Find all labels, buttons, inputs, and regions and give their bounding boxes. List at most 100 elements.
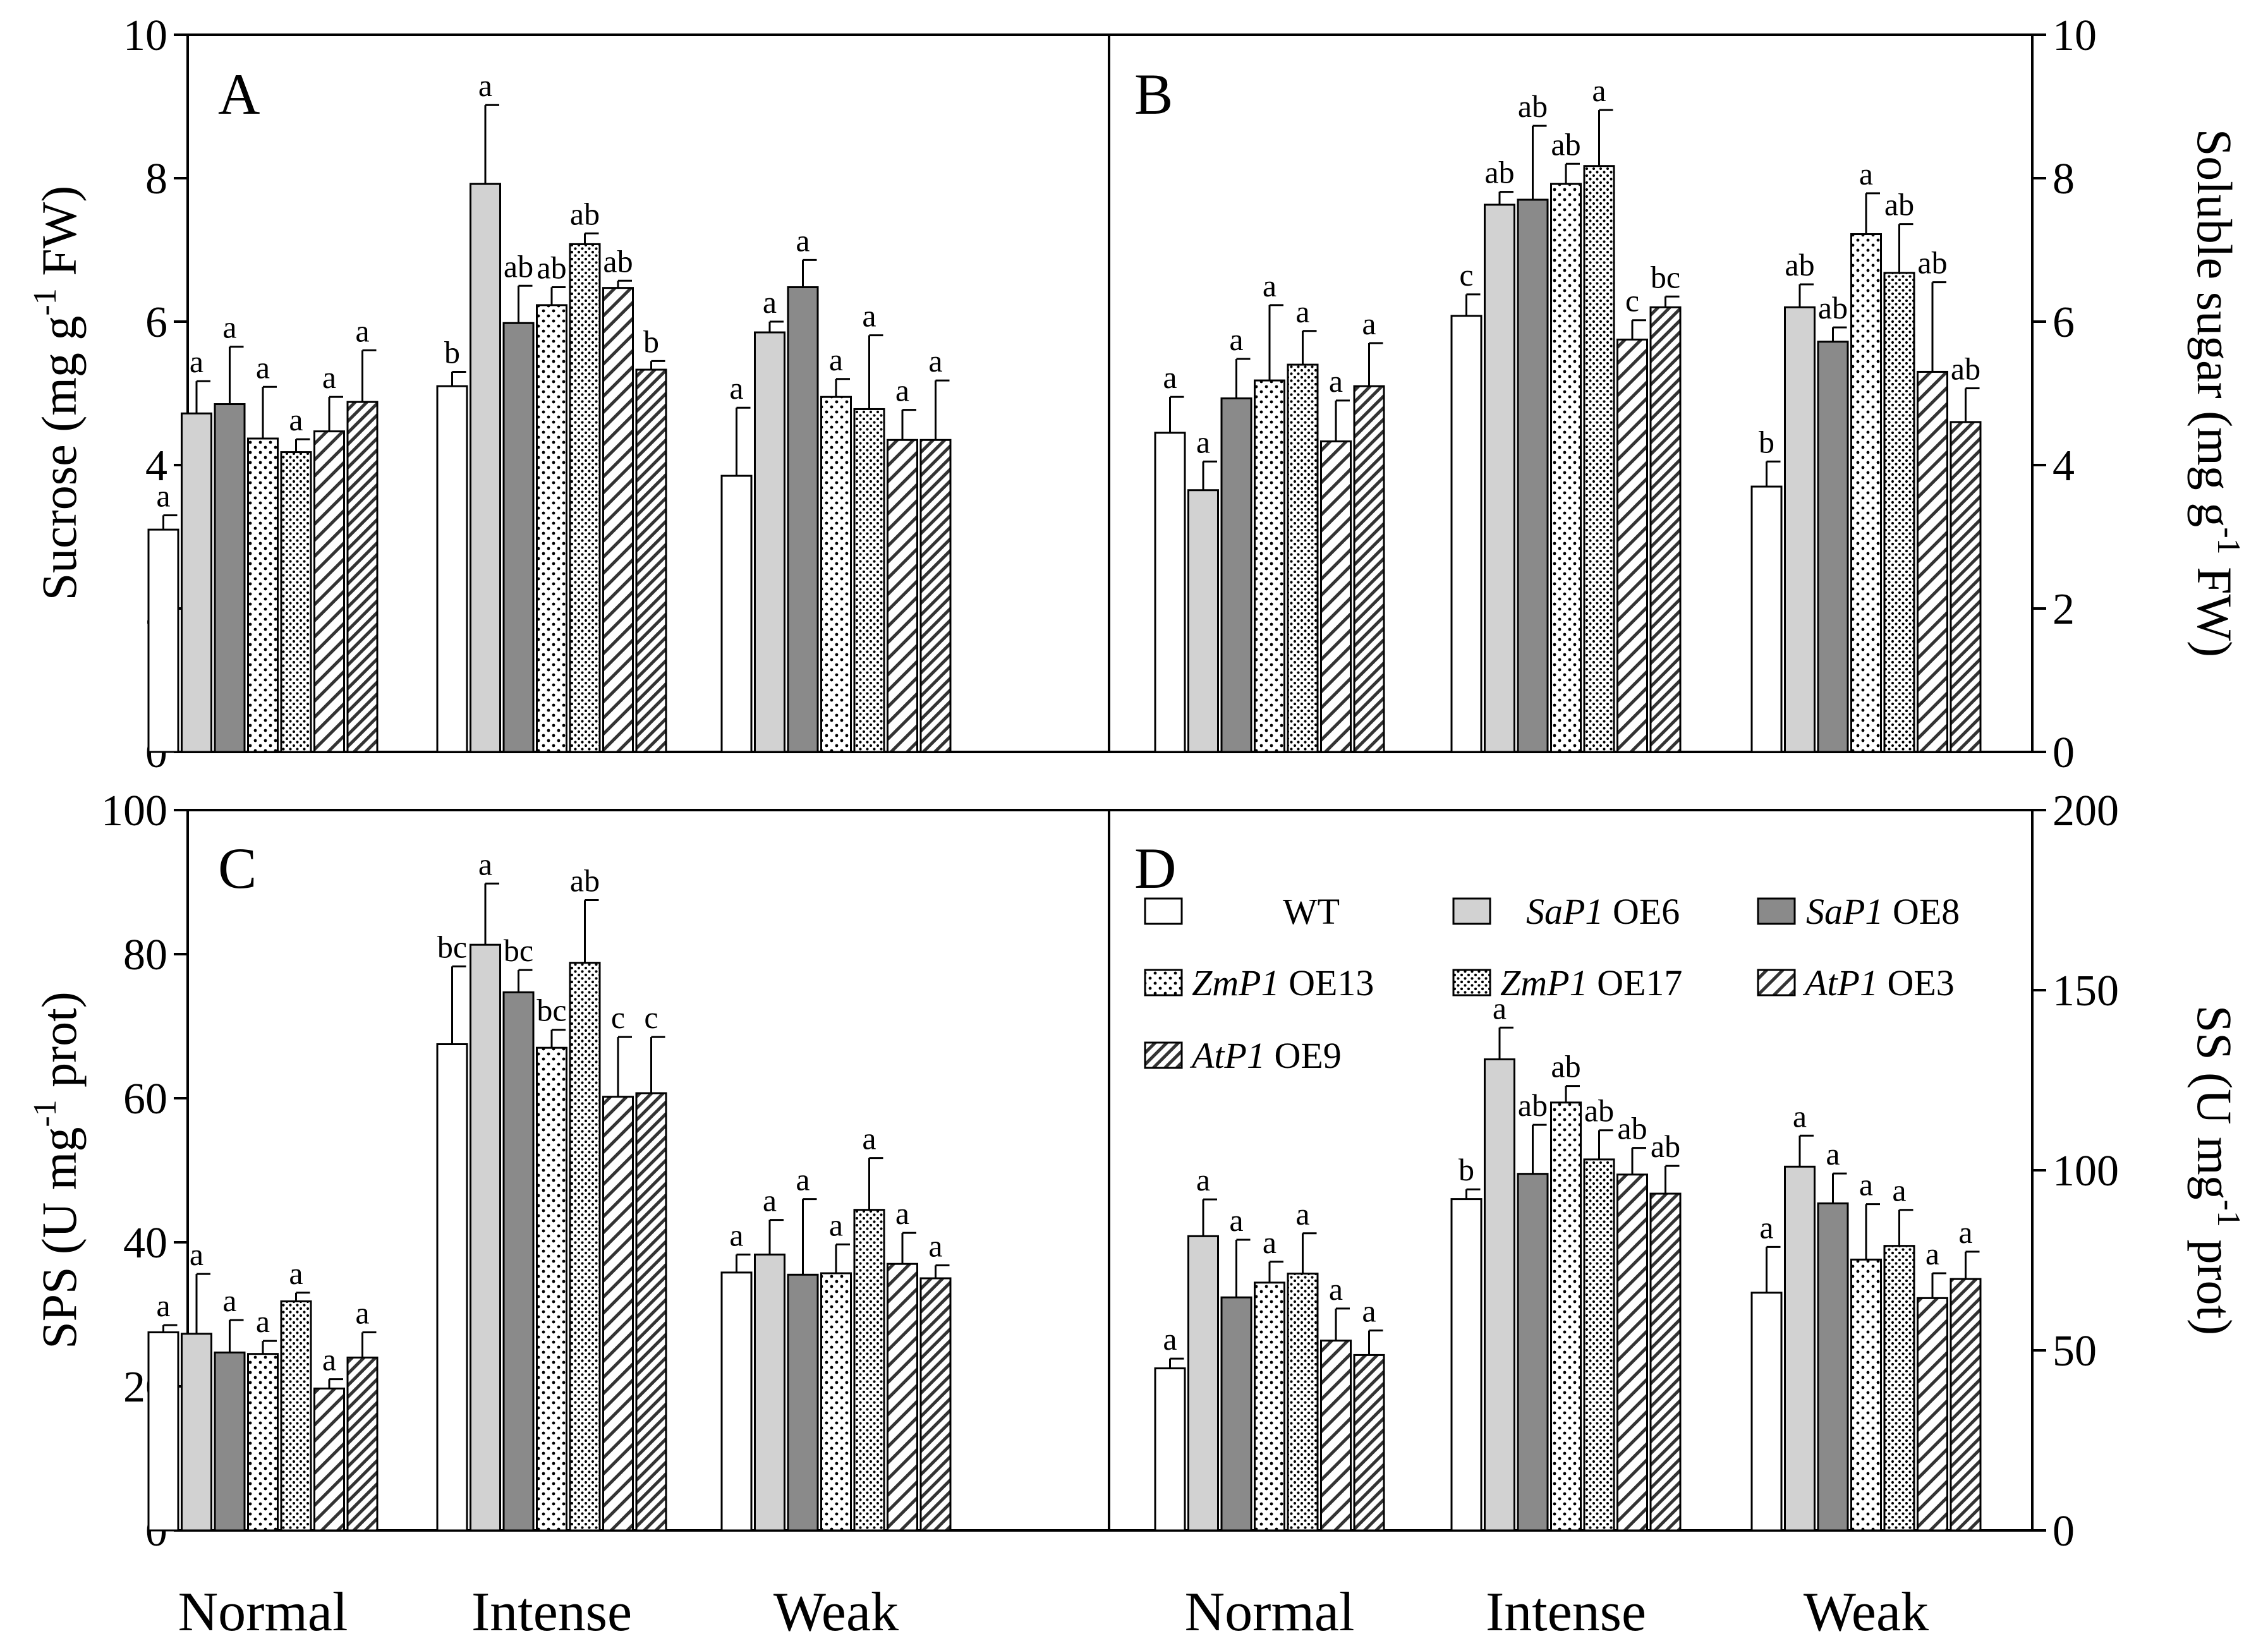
significance-letter: a [190,344,203,379]
significance-letter: ab [1484,155,1514,190]
bar [1550,1101,1582,1532]
bar [1917,370,1948,753]
bar [602,1096,634,1532]
bar [280,451,312,753]
y-tick-label: 200 [2053,787,2119,835]
legend-swatch [1144,897,1183,925]
bar [1917,1297,1948,1532]
significance-letter: a [729,1217,743,1252]
bar [569,243,601,753]
y-tick-label: 0 [2053,729,2075,777]
y-tick-label: 2 [2053,585,2075,634]
bar [602,287,634,753]
bar [502,322,535,753]
significance-letter: a [322,1342,336,1378]
significance-letter: a [796,1162,810,1197]
significance-letter: a [156,478,170,513]
bar [346,1356,379,1532]
legend-swatch [1757,969,1796,996]
significance-letter: a [1362,306,1376,341]
significance-letter: a [829,1207,843,1242]
bar [887,439,918,753]
bar [470,183,501,753]
bar [1616,338,1648,753]
bar [1220,397,1252,753]
bar [1154,432,1186,753]
bar [1883,272,1915,753]
bar [181,412,212,753]
significance-letter: a [1925,1236,1939,1271]
legend-gene: ZmP1 [1500,962,1588,1003]
significance-letter: bc [537,993,566,1028]
significance-letter: a [256,1304,270,1339]
y-axis-title-ss: SS (U mg-1 prot) [2187,1005,2247,1335]
significance-letter: ab [1551,1049,1580,1084]
bar [1353,1353,1385,1532]
significance-letter: a [1163,360,1177,395]
significance-letter: a [729,370,743,406]
y-tick-label: 6 [145,298,167,347]
significance-letter: bc [504,933,533,968]
significance-letter: ab [1584,1093,1614,1129]
bar [1484,1058,1515,1532]
y-tick-label: 150 [2053,967,2119,1015]
significance-letter: a [763,284,777,320]
bar [214,403,246,753]
legend: WT SaP1 OE6 SaP1 OE8 ZmP1 OE13 ZmP1 OE17… [1144,891,1960,1076]
bar [1850,1258,1882,1532]
bar [1750,485,1783,753]
significance-letter: a [1826,1136,1840,1172]
significance-letter: b [1759,424,1774,459]
bar [569,962,601,1532]
significance-letter: a [928,343,942,378]
bar [147,1331,179,1532]
significance-letter: ab [1651,1129,1680,1164]
bar [1320,440,1352,753]
bar [820,396,852,753]
plot-area: 0246810aaaaaaabaababababbaaaaaaa0246810a… [101,11,2119,1641]
bar [1450,315,1483,753]
bar [1220,1296,1252,1532]
bar [1154,1367,1186,1532]
significance-letter: ab [1551,126,1580,162]
x-category-label: Normal [178,1582,348,1641]
bar [1550,183,1582,753]
significance-letter: a [1759,1209,1773,1245]
panel-a-frame [188,33,1110,752]
y-tick-label: 50 [2053,1327,2097,1376]
bar [754,331,785,753]
significance-letter: a [478,68,492,103]
y-tick-label: 6 [2053,298,2075,347]
significance-letter: a [1892,1173,1906,1208]
y-tick-label: 4 [145,442,167,490]
significance-letter: a [862,298,876,334]
bar [346,401,379,753]
bar [147,528,179,753]
significance-letter: ab [1951,351,1980,387]
significance-letter: a [289,402,303,437]
significance-letter: a [1295,1196,1309,1232]
significance-letter: ab [1617,1111,1647,1146]
svg-text:ZmP1 OE13: ZmP1 OE13 [1192,962,1374,1003]
significance-letter: a [1793,1098,1807,1134]
significance-letter: a [862,1121,876,1156]
legend-label: OE9 [1274,1035,1341,1076]
significance-letter: a [1263,1225,1277,1260]
legend-swatch [1144,1041,1183,1069]
significance-letter: a [1592,73,1606,108]
y-tick-label: 10 [123,11,167,60]
significance-letter: ab [1785,247,1814,282]
significance-letter: a [190,1237,203,1272]
panel-letter-d: D [1134,836,1176,900]
x-category-label: Weak [1804,1582,1929,1641]
y-tick-label: 80 [123,931,167,979]
significance-letter: a [1196,424,1210,459]
significance-letter: a [763,1183,777,1218]
significance-letter: a [1229,322,1243,357]
y-axis-title-sucrose: Sucrose (mg g-1 FW) [27,186,87,600]
bar [1784,306,1816,753]
significance-letter: ab [1917,245,1947,281]
bar [1750,1292,1783,1532]
legend-gene: AtP1 [1189,1035,1265,1076]
